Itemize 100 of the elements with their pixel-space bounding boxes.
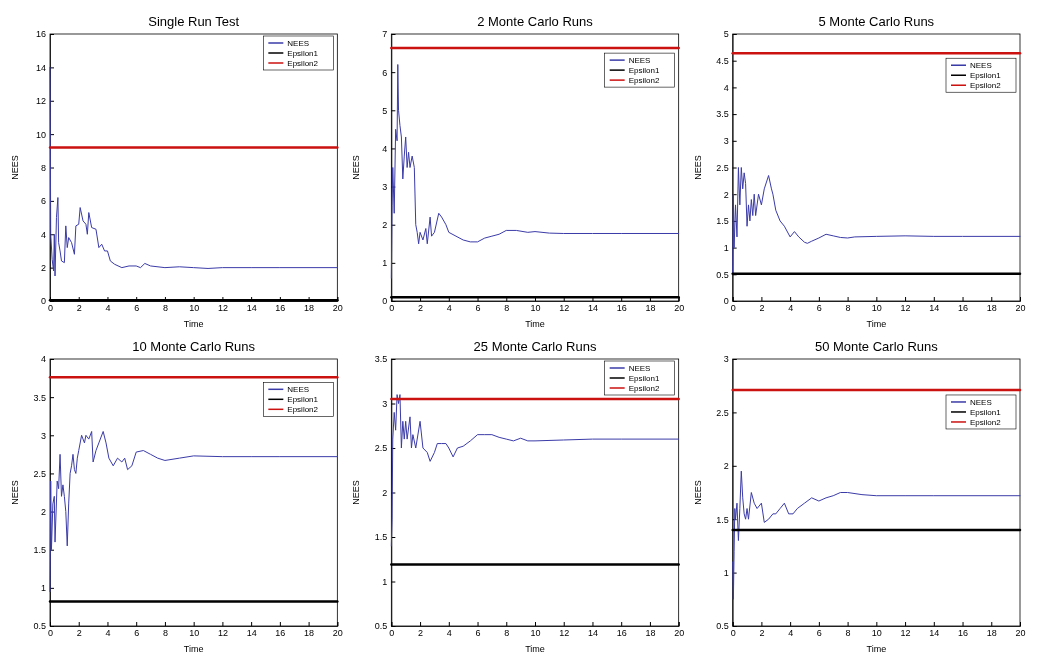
y-tick-label: 0 [40, 296, 46, 307]
x-tick-label: 12 [900, 628, 911, 639]
x-axis-title: Time [183, 644, 204, 654]
x-tick-label: 4 [788, 628, 794, 639]
y-tick-label: 2 [40, 506, 46, 517]
x-tick-label: 14 [246, 628, 257, 639]
x-tick-label: 12 [559, 303, 570, 314]
line-series [49, 66, 338, 277]
y-tick-label: 0.5 [716, 621, 729, 632]
y-tick-label: 6 [382, 67, 388, 78]
legend-label: Epsilon2 [970, 81, 1002, 91]
x-axis-title: Time [866, 319, 887, 329]
x-tick-label: 10 [189, 303, 200, 314]
y-tick-label: 1.5 [33, 545, 46, 556]
x-tick-label: 20 [674, 628, 685, 639]
legend-label: Epsilon1 [628, 66, 660, 76]
x-tick-label: 8 [504, 628, 510, 639]
x-tick-label: 18 [645, 628, 656, 639]
y-tick-label: 12 [35, 96, 46, 107]
y-axis-title: NEES [692, 480, 703, 505]
x-tick-label: 18 [986, 628, 997, 639]
y-axis-title: NEES [351, 480, 362, 505]
legend-label: NEES [287, 385, 310, 395]
y-tick-label: 2 [723, 461, 729, 472]
legend-label: Epsilon1 [970, 407, 1002, 417]
y-tick-label: 5 [382, 105, 388, 116]
y-tick-label: 3.5 [33, 392, 46, 403]
y-tick-label: 0.5 [716, 269, 729, 280]
y-tick-label: 4 [40, 354, 46, 365]
y-axis-title: NEES [692, 155, 703, 180]
legend-label: Epsilon1 [970, 71, 1002, 81]
x-axis-title: Time [866, 644, 887, 654]
chart-title: Single Run Test [148, 14, 240, 29]
y-tick-label: 0 [723, 296, 729, 307]
x-tick-label: 8 [162, 303, 168, 314]
y-tick-label: 2.5 [33, 468, 46, 479]
x-axis-title: Time [525, 319, 545, 329]
line-series [49, 430, 338, 593]
y-tick-label: 1.5 [716, 216, 729, 227]
y-tick-label: 1.5 [374, 532, 388, 543]
y-tick-label: 7 [382, 29, 388, 40]
line-series [732, 167, 1021, 275]
line-series [390, 394, 680, 547]
y-tick-label: 10 [35, 129, 46, 140]
x-tick-label: 16 [616, 303, 627, 314]
legend-label: Epsilon2 [287, 405, 319, 415]
x-tick-label: 20 [332, 628, 343, 639]
legend-label: Epsilon2 [970, 417, 1002, 427]
y-tick-label: 4 [382, 143, 388, 154]
x-axis-title: Time [183, 319, 204, 329]
legend-label: Epsilon1 [287, 395, 319, 405]
y-tick-label: 4.5 [716, 56, 729, 67]
x-tick-label: 10 [530, 628, 541, 639]
chart-title: 2 Monte Carlo Runs [477, 14, 594, 29]
x-tick-label: 0 [47, 628, 54, 639]
x-tick-label: 14 [587, 628, 598, 639]
y-tick-label: 3.5 [374, 354, 388, 365]
legend-label: Epsilon2 [287, 59, 319, 68]
x-tick-label: 18 [304, 303, 315, 314]
x-tick-label: 20 [332, 303, 343, 314]
y-tick-label: 3 [40, 430, 46, 441]
x-tick-label: 4 [446, 303, 452, 314]
x-tick-label: 6 [475, 628, 481, 639]
y-tick-label: 4 [723, 82, 729, 93]
x-tick-label: 14 [587, 303, 598, 314]
x-tick-label: 0 [730, 303, 736, 314]
x-tick-label: 8 [504, 303, 510, 314]
y-tick-label: 3 [723, 136, 729, 147]
x-tick-label: 6 [816, 303, 822, 314]
x-tick-label: 20 [1015, 303, 1026, 314]
x-tick-label: 6 [134, 303, 140, 314]
y-tick-label: 1 [382, 576, 388, 587]
y-tick-label: 16 [35, 29, 46, 40]
y-axis-title: NEES [10, 480, 20, 505]
x-tick-label: 18 [645, 303, 656, 314]
legend-label: Epsilon2 [628, 76, 660, 86]
x-tick-label: 12 [559, 628, 570, 639]
x-tick-label: 16 [616, 628, 627, 639]
x-tick-label: 20 [674, 303, 685, 314]
y-tick-label: 2.5 [716, 407, 729, 418]
x-tick-label: 12 [900, 303, 911, 314]
x-tick-label: 4 [105, 628, 111, 639]
x-tick-label: 4 [788, 303, 794, 314]
legend-label: NEES [628, 364, 651, 373]
x-axis-title: Time [525, 644, 545, 654]
legend-label: NEES [628, 56, 651, 66]
y-tick-label: 1.5 [716, 514, 729, 525]
y-tick-label: 0 [382, 296, 388, 307]
y-tick-label: 2.5 [716, 162, 729, 173]
chart-title: 5 Monte Carlo Runs [818, 14, 935, 29]
x-tick-label: 18 [304, 628, 315, 639]
x-tick-label: 12 [217, 628, 228, 639]
y-axis-title: NEES [10, 155, 20, 180]
x-tick-label: 6 [134, 628, 140, 639]
y-tick-label: 3 [382, 398, 388, 409]
line-series [390, 64, 680, 279]
x-tick-label: 4 [446, 628, 452, 639]
x-tick-label: 10 [871, 628, 882, 639]
y-tick-label: 0.5 [33, 621, 46, 632]
x-tick-label: 8 [162, 628, 168, 639]
